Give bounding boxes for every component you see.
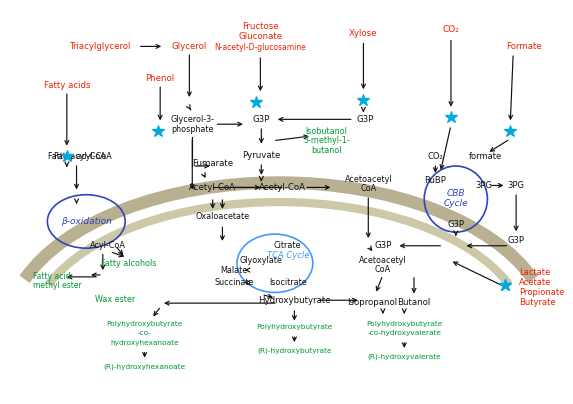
Text: Succinate: Succinate: [214, 278, 254, 287]
Text: Glycerol: Glycerol: [172, 42, 207, 51]
Text: G3P: G3P: [448, 220, 464, 229]
Text: G3P: G3P: [508, 236, 525, 245]
Text: CoA: CoA: [375, 265, 391, 274]
Text: Cycle: Cycle: [444, 200, 468, 208]
Text: (R)-hydroxybutyrate: (R)-hydroxybutyrate: [257, 347, 332, 354]
Text: Polyhydroxybutyrate: Polyhydroxybutyrate: [107, 320, 183, 326]
Text: Acetoacetyl: Acetoacetyl: [344, 175, 392, 184]
Text: formate: formate: [468, 152, 501, 161]
Text: Acetyl-CoA: Acetyl-CoA: [189, 183, 236, 192]
Text: G3P: G3P: [356, 115, 374, 124]
Text: Pyruvate: Pyruvate: [242, 151, 281, 160]
Text: butanol: butanol: [311, 146, 342, 155]
Text: Acetoacetyl: Acetoacetyl: [359, 256, 407, 265]
Text: (R)-hydroxyvalerate: (R)-hydroxyvalerate: [367, 354, 441, 360]
Text: β-oxidation: β-oxidation: [61, 217, 112, 226]
Text: Fatty acyl-CoA: Fatty acyl-CoA: [48, 152, 105, 161]
Text: G3P: G3P: [253, 115, 270, 124]
Text: Phenol: Phenol: [146, 74, 175, 83]
Text: methyl ester: methyl ester: [33, 281, 81, 290]
Text: CBB: CBB: [446, 189, 465, 198]
Text: N-acetyl-D-glucosamine: N-acetyl-D-glucosamine: [214, 43, 307, 52]
Text: Fatty alcohols: Fatty alcohols: [101, 259, 157, 268]
Text: Isopropanol: Isopropanol: [347, 298, 397, 307]
Text: Isobutanol: Isobutanol: [305, 126, 347, 135]
Text: Triacylglycerol: Triacylglycerol: [70, 42, 132, 51]
Text: Propionate: Propionate: [519, 288, 564, 297]
Text: Citrate: Citrate: [274, 241, 301, 250]
Text: Fatty acyl-CoA: Fatty acyl-CoA: [54, 152, 112, 161]
Text: Hydroxybutyrate: Hydroxybutyrate: [258, 296, 331, 305]
Text: 3PG: 3PG: [476, 181, 493, 190]
Text: Fatty acid: Fatty acid: [33, 272, 70, 281]
Text: Lactate: Lactate: [519, 269, 550, 278]
Text: CoA: CoA: [360, 184, 376, 193]
Text: Fatty acids: Fatty acids: [44, 81, 90, 90]
Text: Fructose: Fructose: [242, 23, 278, 32]
Text: Acyl-CoA: Acyl-CoA: [90, 241, 125, 250]
Text: Oxaloacetate: Oxaloacetate: [195, 212, 249, 221]
Text: hydroxyhexanoate: hydroxyhexanoate: [111, 340, 179, 346]
Text: Gluconate: Gluconate: [238, 32, 282, 41]
Text: Isocitrate: Isocitrate: [270, 278, 308, 287]
Text: G3P: G3P: [374, 241, 391, 250]
Text: -co-hydroxyvalerate: -co-hydroxyvalerate: [367, 330, 441, 336]
Text: Polyhydroxybutyrate: Polyhydroxybutyrate: [256, 324, 332, 330]
Text: Wax ester: Wax ester: [95, 295, 136, 304]
Text: Malate: Malate: [221, 265, 248, 275]
Text: Xylose: Xylose: [349, 29, 378, 38]
Text: (R)-hydroxyhexanoate: (R)-hydroxyhexanoate: [104, 363, 186, 370]
Text: Butyrate: Butyrate: [519, 298, 556, 307]
Text: CO₂: CO₂: [427, 152, 444, 161]
Text: Polyhydroxybutyrate: Polyhydroxybutyrate: [366, 320, 442, 326]
Text: Acetyl-CoA: Acetyl-CoA: [259, 183, 306, 192]
Text: CO₂: CO₂: [442, 25, 460, 34]
Text: Fumarate: Fumarate: [192, 159, 233, 168]
Text: Formate: Formate: [506, 42, 541, 51]
Text: RuBP: RuBP: [425, 176, 446, 185]
Text: Butanol: Butanol: [398, 298, 431, 307]
Text: 3PG: 3PG: [508, 181, 525, 190]
Text: Glyoxylate: Glyoxylate: [240, 256, 282, 265]
Text: Acetate: Acetate: [519, 278, 551, 287]
Text: Glycerol-3-: Glycerol-3-: [170, 115, 214, 124]
Text: -co-: -co-: [138, 330, 152, 336]
Text: phosphate: phosphate: [171, 124, 214, 134]
Text: TCA Cycle: TCA Cycle: [268, 251, 310, 260]
Text: 3-methyl-1-: 3-methyl-1-: [303, 136, 350, 145]
